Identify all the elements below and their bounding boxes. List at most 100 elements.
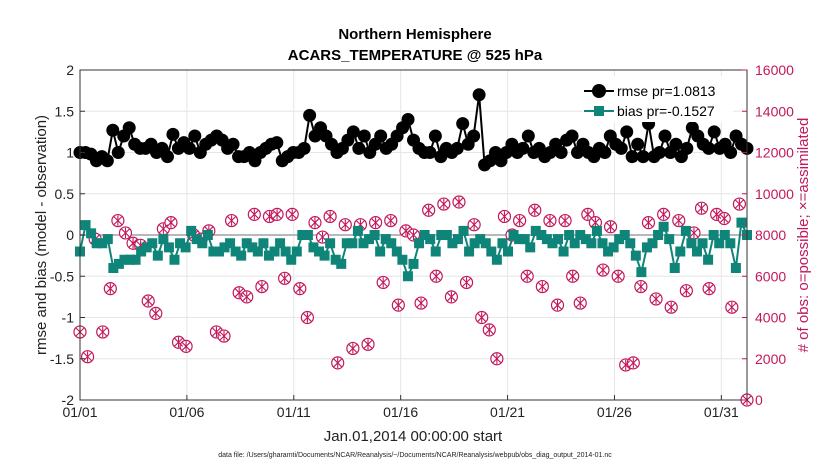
rmse-point — [303, 108, 317, 122]
obs-assimilated-marker — [522, 271, 532, 282]
bias-point — [653, 230, 664, 240]
bias-point — [130, 254, 141, 265]
obs-assimilated-marker — [499, 211, 510, 222]
bias-point — [725, 238, 736, 249]
bias-point — [258, 238, 269, 249]
y-axis-label: rmse and bias (model - observation) — [33, 115, 50, 355]
legend-box — [583, 76, 733, 122]
bias-point — [186, 225, 197, 236]
bias-point — [436, 230, 447, 240]
obs-assimilated-marker — [158, 223, 168, 235]
rmse-point — [182, 141, 196, 155]
y-right-tick-label: 4000 — [755, 310, 786, 326]
legend-bias-label: bias pr=-0.1527 — [617, 103, 715, 119]
bias-point — [163, 242, 174, 253]
rmse-point — [374, 129, 388, 143]
rmse-point — [707, 125, 721, 139]
bias-point — [480, 238, 491, 249]
bias-point — [380, 234, 391, 245]
bias-point — [614, 234, 625, 245]
bias-point — [519, 234, 530, 245]
bias-point — [197, 238, 208, 249]
obs-assimilated-marker — [295, 283, 305, 294]
rmse-point — [226, 137, 240, 151]
chart-subtitle: ACARS_TEMPERATURE @ 525 hPa — [288, 47, 543, 64]
legend: rmse pr=1.0813 bias pr=-0.1527 — [583, 76, 733, 122]
rmse-point — [614, 141, 628, 155]
bias-point — [458, 225, 469, 236]
bias-point — [425, 234, 436, 245]
bias-point — [180, 242, 191, 253]
obs-assimilated-marker — [143, 295, 153, 307]
rmse-point — [111, 146, 125, 159]
obs-assimilated-marker — [734, 198, 745, 210]
obs-assimilated-marker — [227, 215, 237, 226]
y-tick-label: 0 — [66, 227, 74, 243]
bias-point — [386, 238, 397, 249]
obs-assimilated-marker — [82, 351, 93, 362]
rmse-point — [357, 129, 371, 143]
obs-assimilated-marker — [105, 283, 115, 294]
x-tick-label: 01/11 — [277, 404, 311, 420]
bias-point — [358, 238, 369, 249]
bias-point — [414, 238, 425, 249]
rmse-point — [724, 146, 738, 159]
obs-assimilated-marker — [151, 308, 161, 319]
bias-point — [714, 238, 725, 249]
obs-assimilated-marker — [537, 281, 547, 292]
rmse-point — [346, 125, 360, 139]
rmse-point — [516, 141, 530, 155]
y-tick-label: 1 — [66, 145, 74, 161]
obs-assimilated-marker — [484, 324, 494, 336]
obs-assimilated-marker — [424, 205, 434, 216]
obs-assimilated-marker — [568, 271, 578, 282]
x-axis-label: Jan.01,2014 00:00:00 start — [324, 428, 503, 445]
obs-assimilated-marker — [348, 343, 358, 354]
x-tick-label: 01/21 — [490, 404, 525, 420]
bias-point — [586, 238, 597, 249]
obs-assimilated-marker — [310, 217, 320, 228]
bias-point — [447, 238, 458, 249]
obs-assimilated-marker — [242, 291, 252, 303]
obs-assimilated-marker — [386, 215, 396, 226]
x-tick-label: 01/31 — [704, 404, 739, 420]
obs-assimilated-marker — [598, 264, 608, 276]
obs-assimilated-marker — [651, 293, 661, 305]
bias-point — [86, 228, 97, 239]
obs-assimilated-marker — [575, 297, 585, 309]
rmse-point — [680, 141, 694, 155]
rmse-point — [352, 141, 366, 155]
bias-point — [108, 263, 119, 273]
x-axis: 01/01 01/06 01/11 01/16 01/21 01/26 01/31 — [62, 395, 739, 420]
bias-point — [297, 230, 308, 240]
y-tick-label: -1 — [62, 310, 75, 326]
bias-point — [636, 267, 647, 278]
bias-point — [236, 250, 247, 261]
rmse-series — [73, 88, 754, 172]
obs-assimilated-marker — [560, 215, 570, 226]
bias-point — [464, 246, 475, 257]
obs-assimilated-marker — [477, 312, 487, 323]
rmse-point — [472, 88, 486, 102]
bias-point — [475, 234, 486, 245]
rmse-point — [401, 113, 415, 126]
bias-point — [219, 242, 230, 253]
bias-point — [719, 230, 730, 240]
bias-point — [491, 254, 502, 265]
rmse-point — [631, 137, 645, 151]
rmse-point — [625, 150, 639, 164]
obs-assimilated-marker — [492, 353, 502, 364]
rmse-point — [456, 117, 470, 131]
obs-assimilated-marker — [605, 221, 616, 232]
obs-assimilated-marker — [613, 271, 623, 282]
obs-assimilated-marker — [173, 337, 184, 348]
obs-assimilated-marker — [712, 209, 722, 220]
y-axis-left: -2 -1.5 -1 -0.5 0 0.5 1 1.5 2 — [50, 62, 85, 408]
bias-point — [686, 238, 697, 249]
obs-assimilated-marker — [696, 202, 707, 214]
bias-point — [263, 250, 274, 261]
y-right-tick-label: 6000 — [755, 268, 786, 284]
bias-point — [547, 238, 558, 249]
bias-point — [302, 230, 313, 240]
bias-point — [736, 217, 747, 228]
